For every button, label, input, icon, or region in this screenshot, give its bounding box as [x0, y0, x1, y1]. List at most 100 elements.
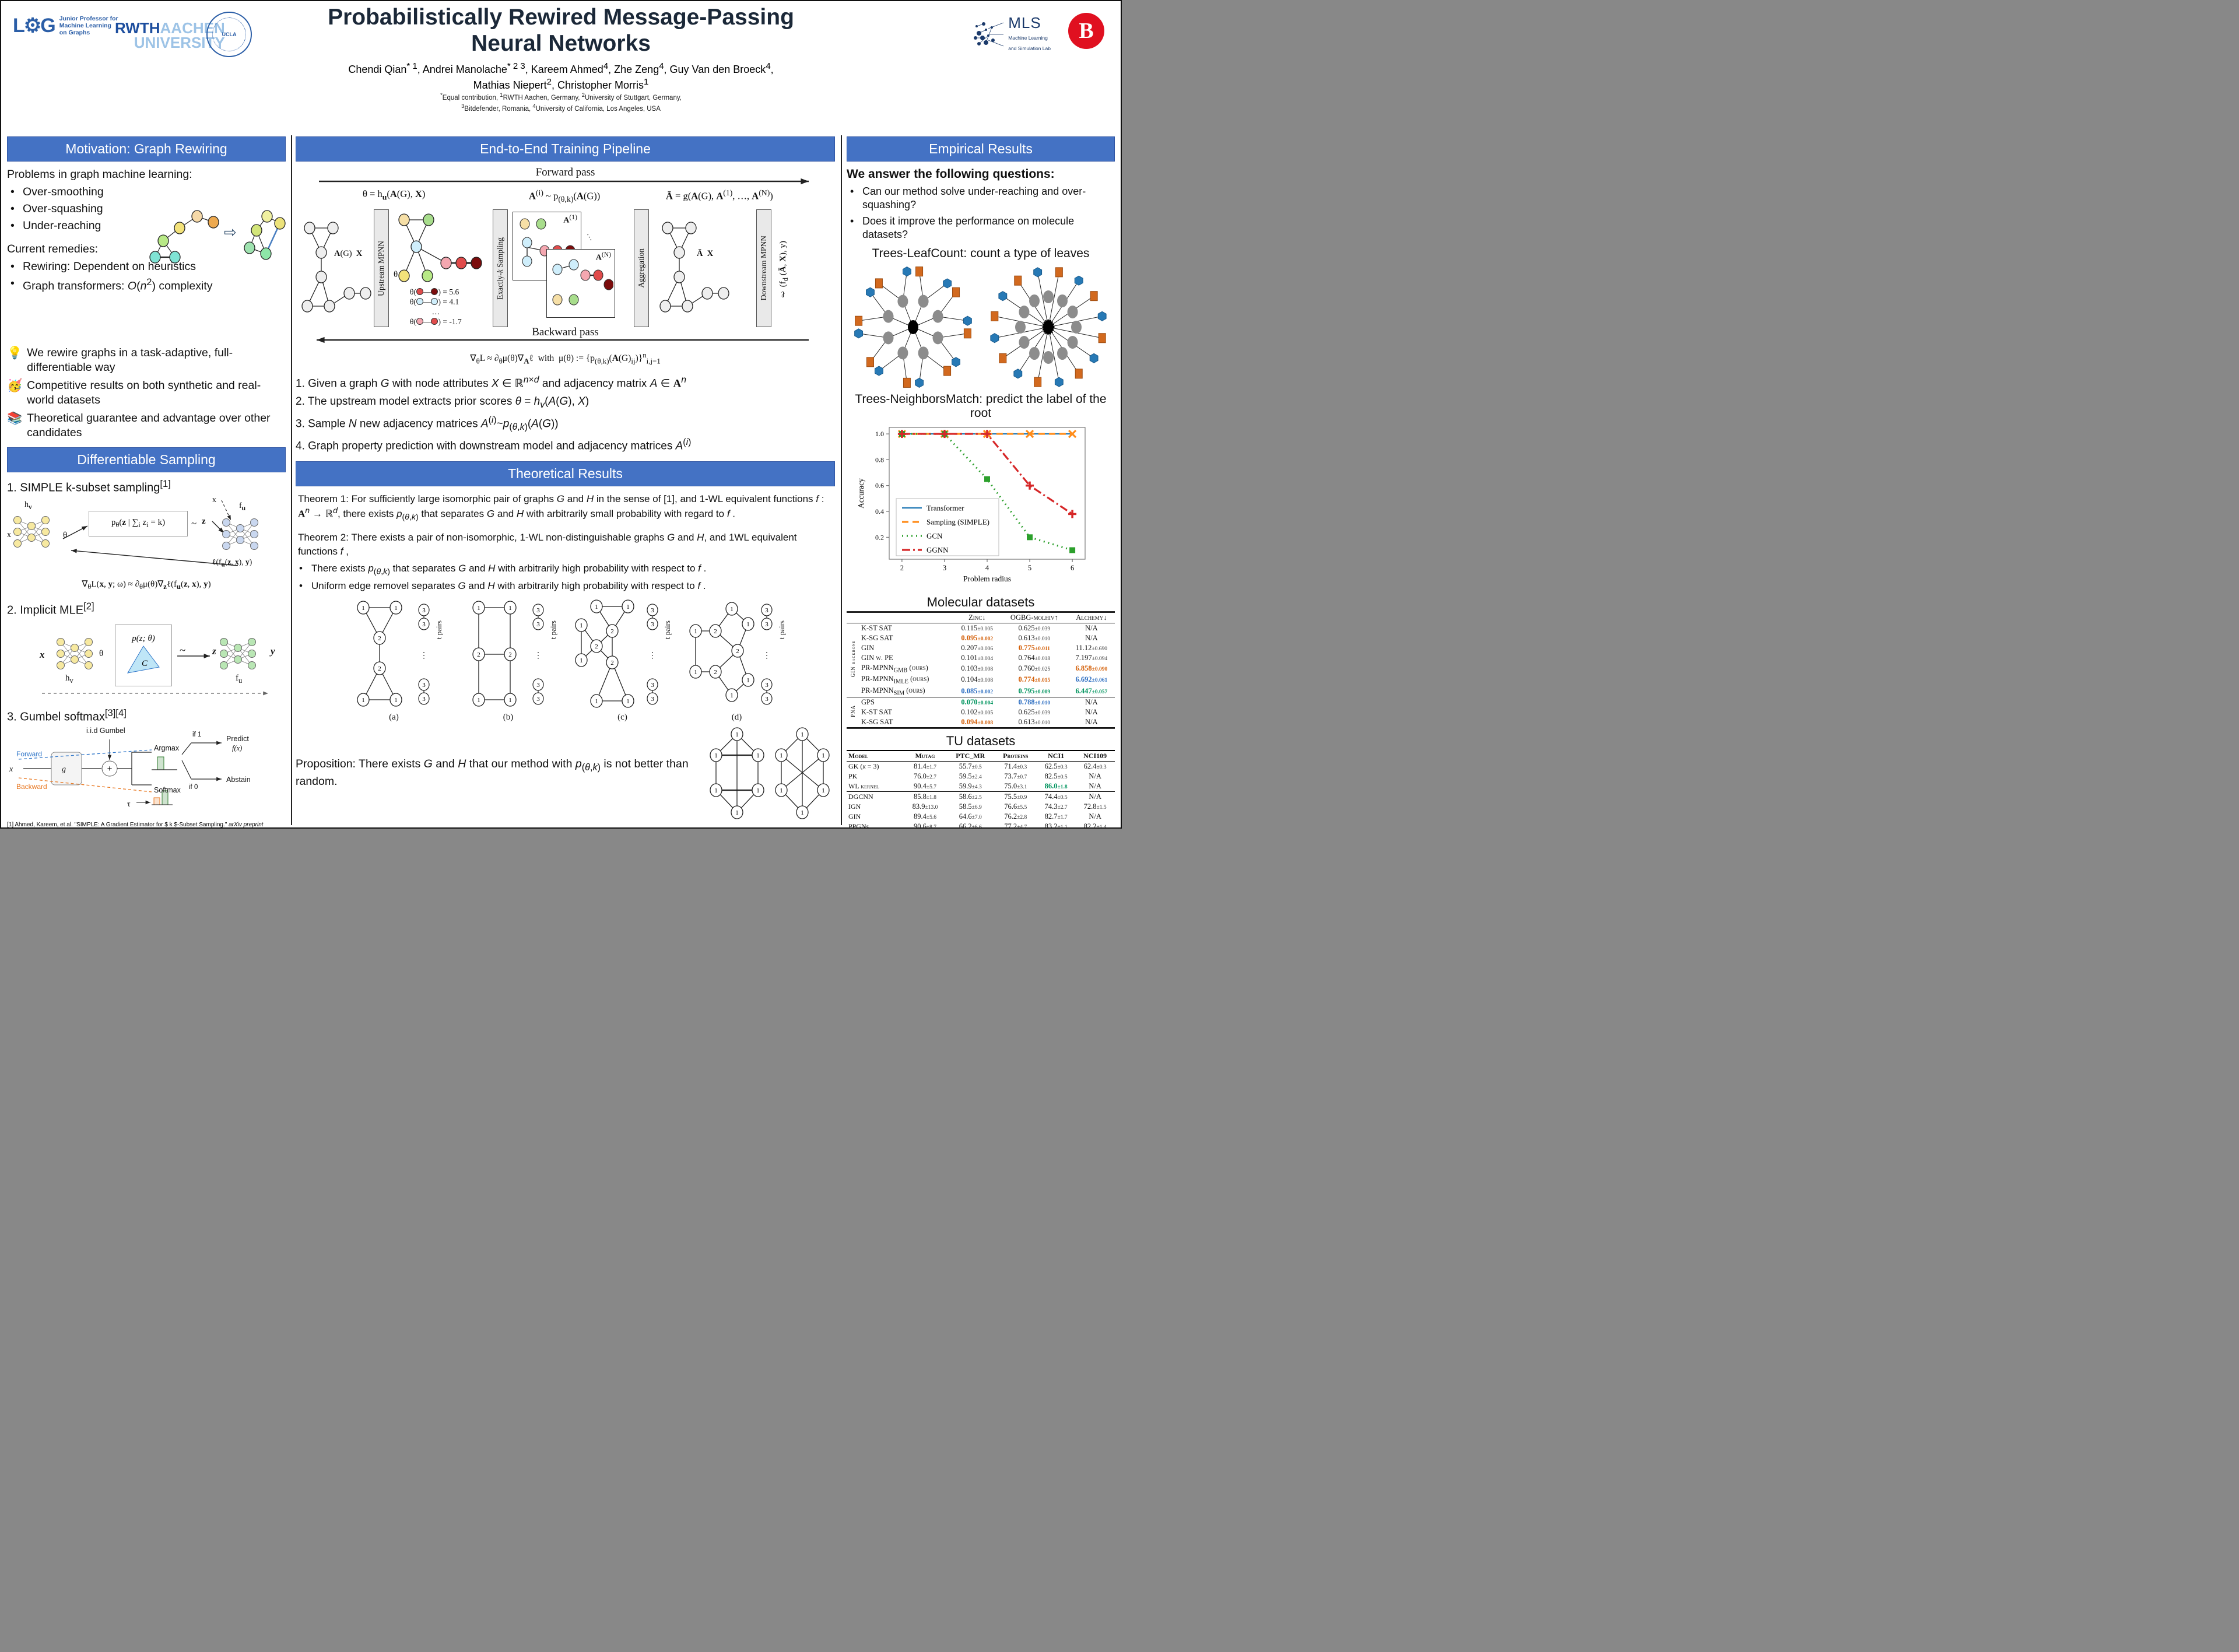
- authors: Chendi Qian* 1, Andrei Manolache* 2 3, K…: [348, 61, 774, 92]
- svg-text:⇨: ⇨: [224, 223, 237, 241]
- svg-text:1: 1: [362, 605, 365, 612]
- mls-network-icon: [974, 22, 1004, 46]
- svg-text:3: 3: [422, 682, 426, 689]
- table-cell: 0.625±0.039: [1018, 623, 1051, 632]
- svg-text:Transformer: Transformer: [927, 503, 964, 512]
- table-cell: 72.8±1.5: [1083, 802, 1107, 811]
- imle-diagram-lines: [42, 638, 268, 696]
- molecular-title: Molecular datasets: [927, 594, 1035, 609]
- list-item: • Under-reaching: [10, 219, 101, 233]
- table-cell: 11.12±0.690: [1075, 643, 1108, 652]
- upstream-mpnn-bar: Upstream MPNN: [374, 209, 389, 327]
- model-name: K-ST SAT: [861, 623, 892, 632]
- table-cell: 81.4±1.7: [914, 762, 936, 771]
- question-item: • Can our method solve under-reaching and…: [850, 185, 1086, 211]
- column-header: Mutag: [915, 752, 935, 760]
- svg-text:1: 1: [801, 731, 804, 738]
- proposition-graph-H: 1 1 1 1 1 1: [775, 727, 830, 819]
- svg-text:1: 1: [714, 752, 718, 759]
- svg-text:1: 1: [626, 698, 630, 705]
- table-row: PPGNs 90.6±8.7 66.2±6.6 77.2±4.7 83.2±1.1 82.…: [847, 822, 1115, 829]
- table-cell: 55.7±0.5: [959, 762, 982, 771]
- table-row: GIN backbone K-ST SAT 0.115±0.005 0.625±0.0…: [847, 623, 1115, 678]
- pipeline-diagram: Forward pass θ = hu(A(G), X) A(i) ~ p(θ,…: [296, 166, 835, 370]
- svg-text:1: 1: [822, 787, 825, 794]
- svg-text:1: 1: [394, 605, 398, 612]
- table-cell: 66.2±6.6: [959, 822, 982, 829]
- model-name: IGN: [848, 802, 861, 811]
- svg-text:⋮: ⋮: [534, 650, 542, 660]
- table-cell: 0.095±0.002: [961, 633, 994, 642]
- svg-text:C: C: [142, 659, 148, 668]
- svg-text:⋮: ⋮: [763, 650, 771, 660]
- model-name: GIN w. PE: [861, 653, 893, 662]
- aggregation-bar: Aggregation: [634, 209, 649, 327]
- theorem-2-bullet: • There exists p(θ,k) that separates G an…: [299, 562, 707, 577]
- column-header: NCI1: [1048, 752, 1065, 760]
- model-name: GPS: [861, 698, 875, 707]
- section-theory-header: Theoretical Results: [296, 461, 835, 486]
- reference-item: [1] Ahmed, Kareem, et al. "SIMPLE: A Gra…: [7, 821, 264, 828]
- center-column: End-to-End Training Pipeline Forward pas…: [296, 136, 835, 827]
- svg-text:2: 2: [714, 628, 717, 635]
- svg-text:Accuracy: Accuracy: [857, 478, 865, 508]
- table-cell: N/A: [1085, 623, 1098, 632]
- model-name: GIN: [861, 643, 875, 652]
- svg-text:1: 1: [580, 622, 583, 629]
- svg-text:0.4: 0.4: [875, 507, 884, 515]
- svg-text:1: 1: [694, 628, 697, 635]
- proposition-graph-G: 1 1 1 1 1 1: [710, 727, 764, 819]
- list-item: • Rewiring: Dependent on heuristics: [10, 259, 196, 273]
- table-row: PNA GPS 0.070±0.004 0.788±0.010 N/A: [847, 697, 1115, 717]
- table-cell: 75.5±0.9: [1004, 792, 1027, 801]
- table-cell: 90.4±5.7: [914, 782, 936, 791]
- model-name: PK: [848, 772, 858, 781]
- table-cell: 0.103±0.008: [961, 664, 994, 672]
- table-cell: 0.760±0.025: [1018, 664, 1051, 672]
- mls-logo: MLS Machine Learning and Simulation Lab: [971, 14, 1051, 53]
- svg-text:1.0: 1.0: [875, 430, 884, 438]
- svg-text:3: 3: [765, 682, 768, 689]
- theorem-1: Theorem 1: For sufficiently large isomor…: [298, 493, 824, 522]
- svg-text:1: 1: [756, 787, 760, 794]
- table-cell: 82.7±1.7: [1044, 812, 1068, 821]
- star-graph: [990, 266, 1107, 387]
- tu-title: TU datasets: [946, 734, 1016, 749]
- svg-text:1: 1: [508, 605, 512, 612]
- sampling-equation: A(i) ~ p(θ,k)(A(G)): [529, 188, 601, 204]
- table-row: IGN 83.9±13.0 58.5±6.9 76.6±5.5 74.3±2.7 72.8…: [847, 802, 1115, 812]
- edge-score-row: θ(—) = -1.7: [410, 317, 462, 326]
- step-item: 2. The upstream model extracts prior sco…: [296, 395, 589, 410]
- model-name: K-SG SAT: [861, 633, 893, 642]
- list-item: • Over-smoothing: [10, 185, 104, 198]
- table-row: K-SG SAT 0.094±0.008 0.613±0.010 N/A: [847, 717, 1115, 728]
- aggregation-equation: Ā = g(A(G), A(1), …, A(N)): [666, 188, 773, 202]
- svg-text:2: 2: [714, 669, 717, 676]
- table-cell: 0.115±0.005: [961, 623, 993, 632]
- table-cell: 0.085±0.002: [961, 686, 994, 695]
- svg-text:3: 3: [651, 607, 654, 614]
- right-column: Empirical Results We answer the followin…: [847, 136, 1115, 829]
- table-cell: 0.775±0.011: [1018, 643, 1050, 652]
- party-face-icon: 🥳: [7, 378, 23, 392]
- svg-text:1: 1: [362, 697, 365, 704]
- trees-leafcount-figure: [847, 262, 1115, 391]
- table-cell: 71.4±0.3: [1004, 762, 1027, 771]
- table-cell: 0.764±0.018: [1018, 653, 1051, 662]
- figure: 1 1 2 1 1 2 2 1 1 3 3 ⋮ 3 3 t pairs (c): [573, 597, 672, 722]
- column-divider: [841, 135, 842, 825]
- svg-text:2: 2: [595, 643, 598, 650]
- edge-scores: θ(—) = 5.6 θ(—) = 4.1… θ(—) = -1.7: [410, 287, 462, 327]
- svg-text:2: 2: [477, 651, 480, 658]
- aggregated-graph: [659, 222, 729, 313]
- questions-heading: We answer the following questions:: [847, 167, 1055, 181]
- highlight-item: 📚 Theoretical guarantee and advantage ove…: [7, 411, 271, 439]
- lightbulb-icon: 💡: [7, 346, 23, 360]
- table-cell: 58.5±6.9: [959, 802, 982, 811]
- table-cell: 59.5±2.4: [959, 772, 982, 781]
- svg-text:1: 1: [394, 697, 398, 704]
- aggregated-graph-label: Ā X: [697, 249, 714, 258]
- simple-sampling-diagram: hv x θ pθ(z | ∑i zi = k) ~ z x fu ℓ(fu(z…: [7, 496, 286, 595]
- svg-text:1: 1: [780, 787, 783, 794]
- svg-text:2: 2: [610, 660, 614, 667]
